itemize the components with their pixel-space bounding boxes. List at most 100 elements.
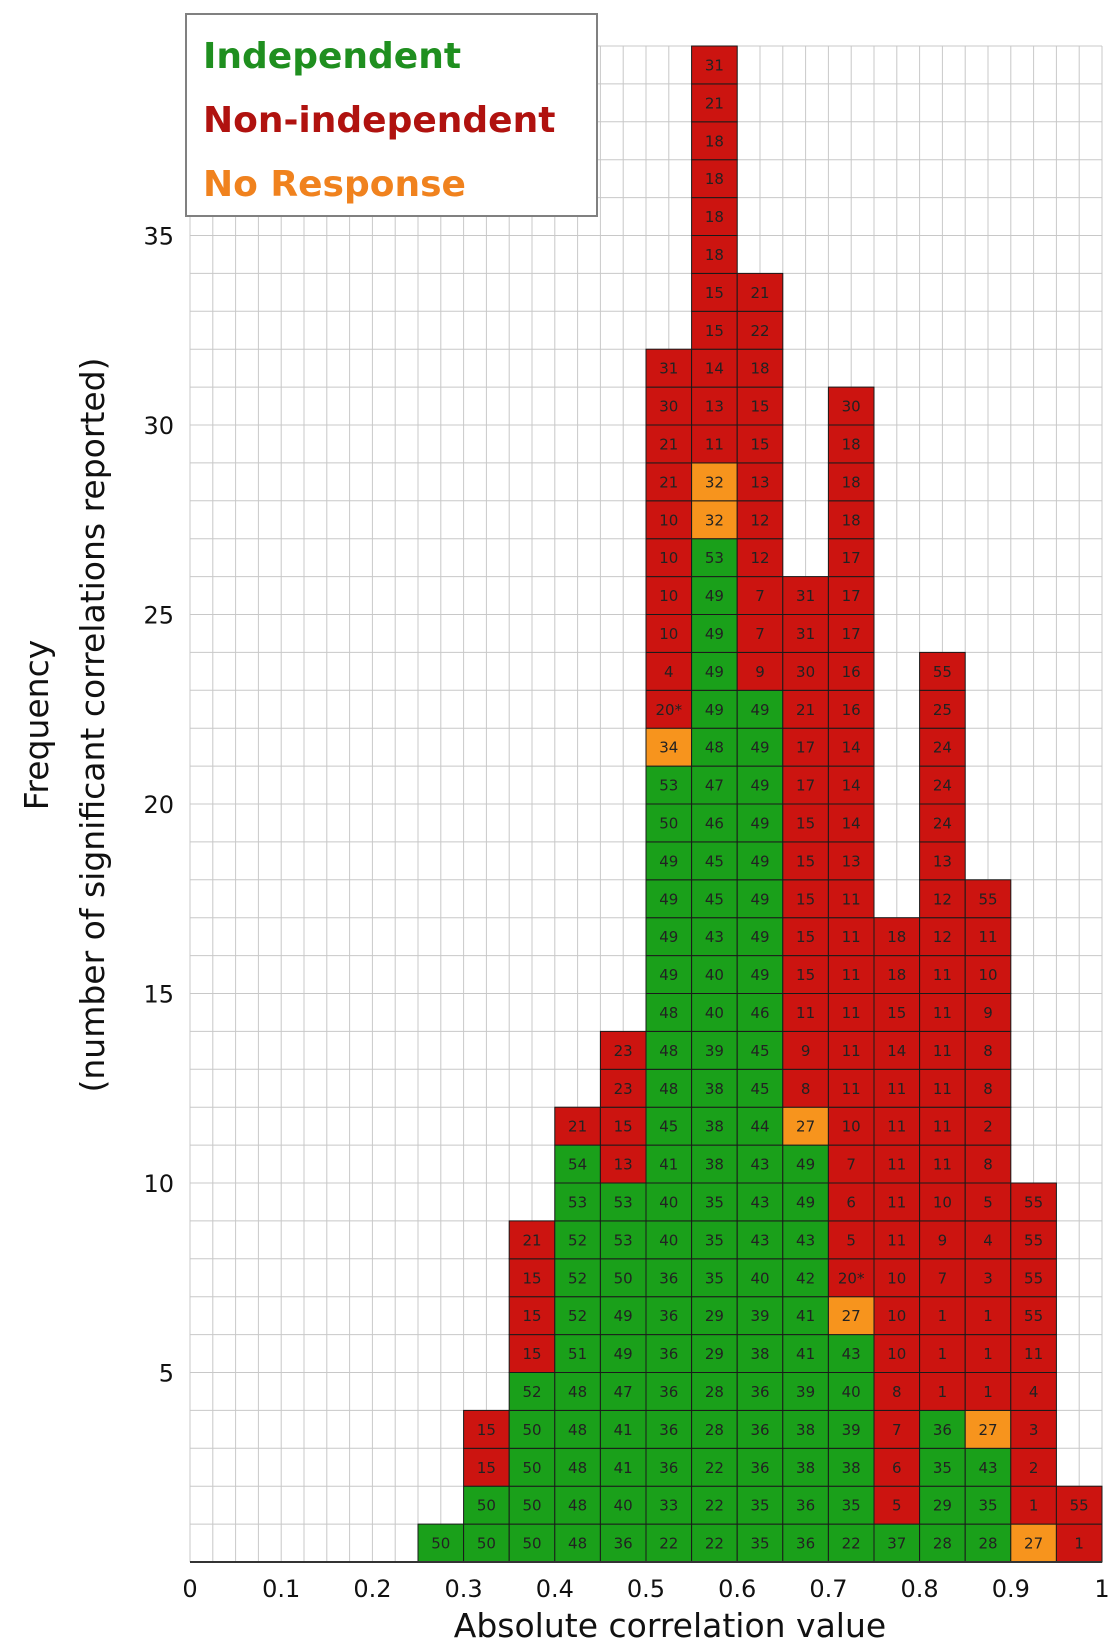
cell-label: 49 [750, 777, 769, 795]
cell-label: 21 [705, 94, 724, 112]
cell-label: 48 [659, 1042, 678, 1060]
histogram-cell [645, 1030, 693, 1070]
cell-label: 1 [983, 1383, 993, 1401]
cell-label: 49 [796, 1193, 815, 1211]
histogram-cell [508, 1296, 556, 1336]
histogram-cell [964, 993, 1012, 1032]
histogram-cell [782, 727, 829, 767]
cell-label: 52 [568, 1231, 587, 1249]
histogram-cell [691, 1447, 738, 1487]
histogram-cell [873, 1334, 921, 1373]
cell-label: 18 [842, 511, 861, 529]
cell-label: 17 [796, 739, 815, 757]
histogram-cell [508, 1220, 556, 1260]
histogram-cell [554, 1106, 601, 1146]
cell-label: 11 [842, 890, 861, 908]
histogram-cell [554, 1144, 601, 1184]
histogram-cell [417, 1523, 465, 1563]
histogram-cell [645, 538, 693, 578]
cell-label: 36 [659, 1421, 678, 1439]
histogram-cell [645, 765, 693, 805]
histogram-cell [964, 1220, 1012, 1260]
cell-label: 38 [796, 1421, 815, 1439]
cell-label: 36 [614, 1535, 633, 1553]
cell-label: 39 [842, 1421, 861, 1439]
cell-label: 35 [933, 1459, 952, 1477]
cell-label: 41 [796, 1345, 815, 1363]
cell-label: 11 [933, 1004, 952, 1022]
histogram-cell [691, 538, 738, 578]
cell-label: 53 [659, 777, 678, 795]
cell-label: 46 [750, 1004, 769, 1022]
histogram-cell [736, 879, 784, 919]
histogram-cell [645, 1334, 693, 1373]
cell-label: 38 [705, 1156, 724, 1174]
histogram-cell [463, 1447, 510, 1487]
cell-label: 1 [983, 1345, 993, 1363]
cell-label: 38 [705, 1118, 724, 1136]
cell-label: 36 [659, 1345, 678, 1363]
cell-label: 10 [659, 587, 678, 605]
cell-label: 25 [933, 701, 952, 719]
cell-label: 49 [750, 966, 769, 984]
cell-label: 7 [892, 1421, 902, 1439]
cell-label: 27 [842, 1307, 861, 1325]
cell-label: 49 [614, 1345, 633, 1363]
cell-label: 49 [750, 890, 769, 908]
axis-layer: 0 0.1 0.2 0.3 0.4 0.5 0.6 0.7 0.8 0.9 151015202530… [143, 223, 1109, 1604]
cell-label: 31 [659, 360, 678, 378]
cell-label: 10 [887, 1269, 906, 1287]
histogram-cell [827, 803, 875, 843]
histogram-cell [827, 1409, 875, 1449]
cell-label: 33 [659, 1497, 678, 1515]
histogram-cell [736, 955, 784, 994]
cell-label: 22 [842, 1535, 861, 1553]
cell-label: 4 [1029, 1383, 1039, 1401]
cell-label: 43 [978, 1459, 997, 1477]
histogram-cell [827, 1068, 875, 1108]
histogram-cell [645, 689, 693, 729]
histogram-cell [827, 500, 875, 540]
histogram-cell [691, 1144, 738, 1184]
cell-label: 30 [796, 663, 815, 681]
cell-label: 50 [614, 1269, 633, 1287]
histogram-cell [964, 1030, 1012, 1070]
histogram-cell [782, 1409, 829, 1449]
histogram-cell [873, 1220, 921, 1260]
cell-label: 15 [887, 1004, 906, 1022]
cell-label: 48 [568, 1459, 587, 1477]
cell-label: 52 [568, 1307, 587, 1325]
histogram-cell [736, 1447, 784, 1487]
cell-label: 35 [842, 1497, 861, 1515]
x-tick-label: 0.8 [901, 1575, 939, 1603]
histogram-cell [827, 1523, 875, 1563]
histogram-cell [827, 727, 875, 767]
histogram-cell [827, 462, 875, 502]
cell-label: 53 [614, 1231, 633, 1249]
cell-label: 38 [842, 1459, 861, 1477]
y-tick-label: 10 [143, 1170, 174, 1198]
cell-label: 50 [522, 1421, 541, 1439]
histogram-cell [736, 1030, 784, 1070]
cell-label: 15 [796, 966, 815, 984]
cell-label: 21 [659, 473, 678, 491]
cell-label: 11 [933, 1042, 952, 1060]
cell-label: 51 [568, 1345, 587, 1363]
cell-label: 48 [568, 1497, 587, 1515]
cell-label: 11 [978, 928, 997, 946]
histogram-cell [919, 1334, 966, 1373]
cell-label: 14 [887, 1042, 906, 1060]
cell-label: 14 [705, 360, 724, 378]
histogram-cell [645, 386, 693, 426]
y-axis-title-line2: (number of significant correlations repo… [73, 357, 112, 1092]
cell-label: 49 [705, 587, 724, 605]
cell-label: 8 [801, 1080, 811, 1098]
histogram-cell [782, 917, 829, 957]
cell-label: 11 [933, 1118, 952, 1136]
cell-label: 32 [705, 511, 724, 529]
cell-label: 49 [659, 890, 678, 908]
cell-label: 38 [705, 1080, 724, 1098]
cell-label: 15 [750, 398, 769, 416]
cell-label: 13 [614, 1156, 633, 1174]
